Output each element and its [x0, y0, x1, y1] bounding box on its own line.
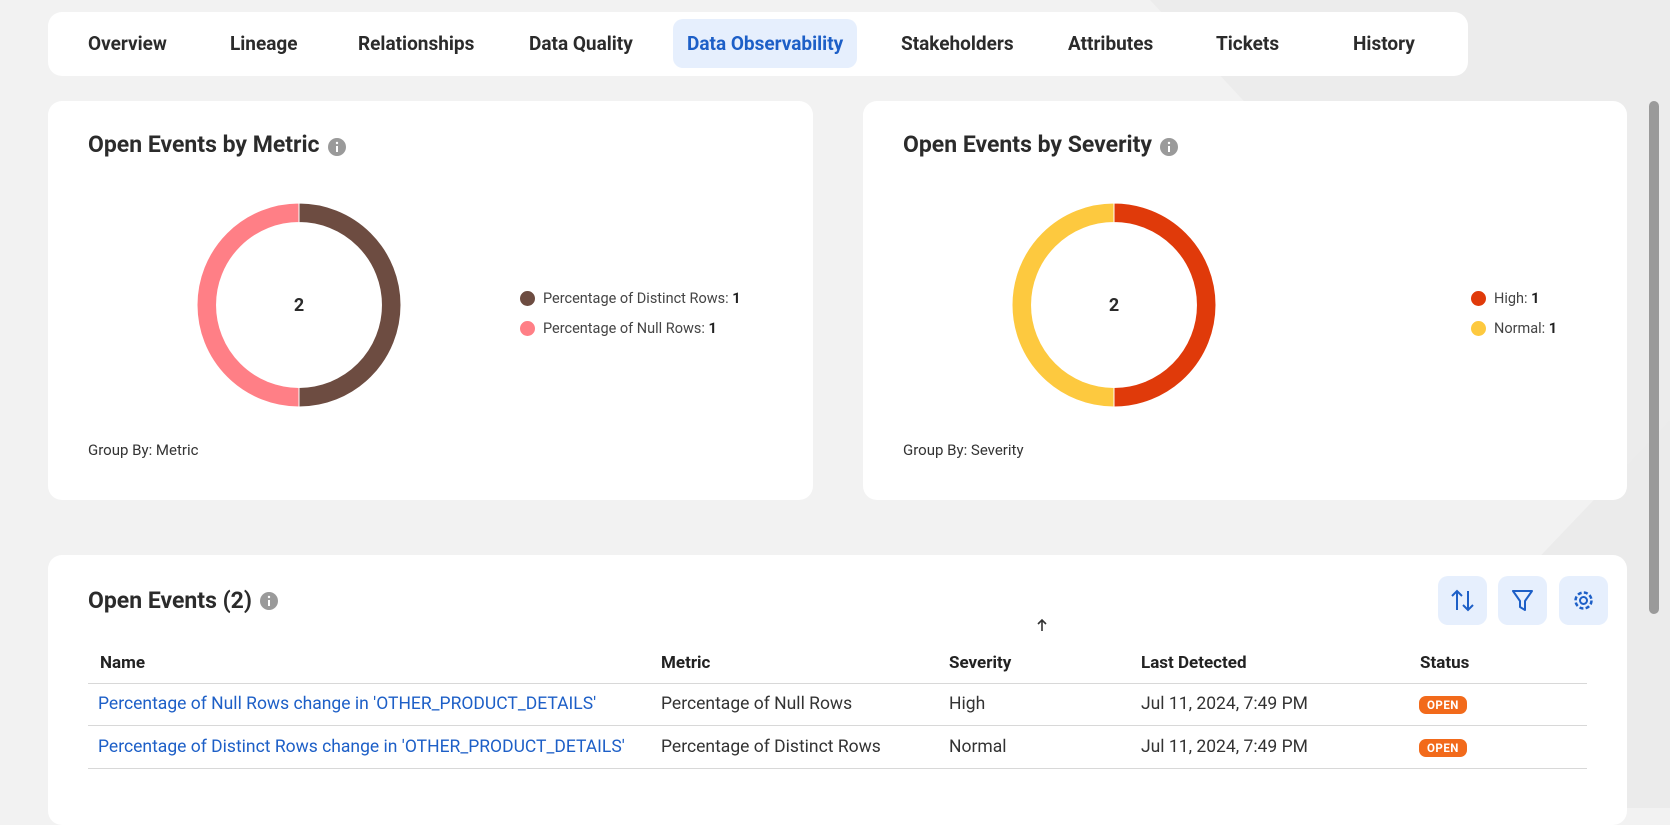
chart-card: Open Events by Severity 2 High: 1 Normal: 1…	[863, 101, 1627, 500]
column-header: Name	[100, 653, 145, 673]
cell: Percentage of Null Rows	[661, 694, 853, 714]
column-header: Metric	[661, 653, 711, 673]
row-divider	[88, 725, 1587, 726]
filter-icon	[1512, 590, 1533, 611]
tab-bar: Overview Lineage Relationships Data Quality…	[48, 12, 1468, 76]
settings-button[interactable]	[1559, 576, 1608, 625]
events-card: Open Events (2) Name Metric Severity Last De…	[48, 555, 1627, 825]
row-divider	[88, 768, 1587, 769]
legend-dot	[520, 321, 535, 336]
column-header: Last Detected	[1141, 653, 1247, 673]
legend-label: Percentage of Null Rows:	[543, 320, 705, 337]
group-by: Group By: Metric	[88, 441, 199, 459]
group-by: Group By: Severity	[903, 441, 1024, 459]
sort-arrow	[1037, 618, 1047, 631]
cell: Jul 11, 2024, 7:49 PM	[1141, 737, 1308, 757]
tab[interactable]: Data Observability	[673, 19, 858, 68]
column-header: Severity	[949, 653, 1012, 673]
cell: Normal	[949, 737, 1007, 757]
donut: 2	[196, 202, 402, 408]
legend-label: High:	[1494, 290, 1528, 307]
legend-entry: Percentage of Null Rows: 1	[543, 320, 717, 337]
cell: High	[949, 694, 986, 714]
legend-entry: Percentage of Distinct Rows: 1	[543, 290, 741, 307]
table-title: Open Events (2)	[88, 587, 252, 614]
tab[interactable]: Tickets	[1216, 32, 1280, 55]
legend-value: 1	[1531, 290, 1540, 307]
legend-dot	[1471, 321, 1486, 336]
donut-segment	[1113, 202, 1217, 408]
tab[interactable]: History	[1353, 32, 1415, 55]
donut-total: 2	[1109, 295, 1119, 316]
sort-icon	[1451, 589, 1474, 612]
event-link[interactable]: Percentage of Distinct Rows change in 'O…	[98, 737, 625, 757]
tab[interactable]: Overview	[88, 32, 167, 55]
status-badge: OPEN	[1419, 696, 1467, 714]
cell: Jul 11, 2024, 7:49 PM	[1141, 694, 1308, 714]
scrollbar[interactable]	[1649, 101, 1659, 614]
legend-value: 1	[708, 320, 717, 337]
donut-segment	[196, 202, 300, 408]
legend-dot	[520, 291, 535, 306]
tab[interactable]: Stakeholders	[901, 32, 1014, 55]
legend-label: Normal:	[1494, 320, 1546, 337]
legend-value: 1	[732, 290, 741, 307]
tab[interactable]: Relationships	[358, 32, 475, 55]
legend-entry: Normal: 1	[1494, 320, 1557, 337]
info-icon	[260, 592, 278, 610]
info-icon	[1160, 138, 1178, 156]
tab[interactable]: Data Quality	[529, 32, 633, 55]
donut: 2	[1011, 202, 1217, 408]
event-link[interactable]: Percentage of Null Rows change in 'OTHER…	[98, 694, 597, 714]
info-icon	[328, 138, 346, 156]
legend-label: Percentage of Distinct Rows:	[543, 290, 729, 307]
cell: Percentage of Distinct Rows	[661, 737, 881, 757]
sort-button[interactable]	[1438, 576, 1487, 625]
chart-card: Open Events by Metric 2 Percentage of Dist…	[48, 101, 813, 500]
legend-value: 1	[1548, 320, 1558, 337]
donut-segment	[1011, 202, 1115, 408]
status-badge: OPEN	[1419, 739, 1467, 757]
info-dot	[335, 141, 339, 145]
chart-title: Open Events by Severity	[903, 131, 1152, 158]
chart-title: Open Events by Metric	[88, 131, 320, 158]
donut-total: 2	[294, 295, 304, 316]
legend-entry: High: 1	[1494, 290, 1539, 307]
row-divider	[88, 683, 1587, 684]
tab[interactable]: Attributes	[1068, 32, 1154, 55]
tab[interactable]: Lineage	[230, 32, 298, 55]
info-dot	[267, 595, 271, 599]
filter-button[interactable]	[1498, 576, 1547, 625]
donut-segment	[298, 202, 402, 408]
info-dot	[1167, 141, 1171, 145]
legend-dot	[1471, 291, 1486, 306]
settings-icon	[1574, 591, 1593, 610]
page: Overview Lineage Relationships Data Quality…	[48, 12, 1659, 825]
column-header: Status	[1420, 653, 1470, 673]
